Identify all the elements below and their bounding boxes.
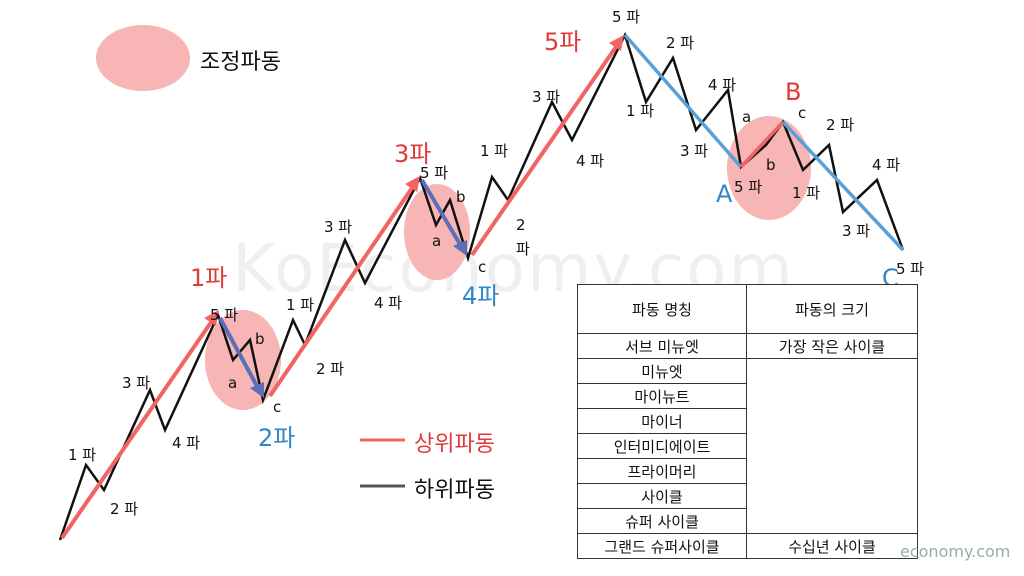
sub-label: 5 파 [210,306,239,324]
correction-arrow-2-head [250,382,264,398]
legend-correction-swatch [96,25,190,91]
table-cell-name: 사이클 [577,483,747,509]
table-row: 사이클 [577,483,918,509]
correction-arrow-2 [218,317,260,389]
sub-label: 2 [516,216,526,234]
sub-label: 5 파 [734,178,763,196]
table-cell-name: 프라이머리 [577,458,747,484]
table-header-row: 파동 명칭 파동의 크기 [577,284,918,334]
sub-label: c [273,398,282,416]
sub-label: 4 파 [374,294,403,312]
sub-label: 3 파 [842,222,871,240]
upper-wave-3-arrowhead [405,176,420,192]
sub-label: 4 파 [872,156,901,174]
sub-label: c [478,258,487,276]
table-cell-name: 마이뉴트 [577,383,747,409]
sub-label: 4 파 [172,434,201,452]
table-cell-name: 그랜드 슈퍼사이클 [577,533,747,559]
sub-label: 5 파 [420,164,449,182]
sub-label: 4 파 [708,76,737,94]
table-row: 프라이머리 [577,458,918,484]
abc-wave-C [781,120,905,252]
label-wave-5: 5파 [544,28,582,56]
table-header-cell: 파동의 크기 [746,284,918,334]
table-row: 마이뉴트 [577,383,918,409]
sub-label: 2 파 [316,360,345,378]
table-row: 마이너 [577,408,918,434]
sub-label: 2 파 [826,116,855,134]
sub-label: 2 파 [666,34,695,52]
sub-label: 1 파 [286,296,315,314]
sub-label: a [432,232,442,250]
table-cell-size: 가장 작은 사이클 [746,333,918,359]
table-row: 슈퍼 사이클 [577,508,918,534]
sub-label: 3 파 [122,374,151,392]
table-row: 서브 미뉴엣 가장 작은 사이클 [577,333,918,359]
legend-upper-label: 상위파동 [414,432,495,457]
sub-label: 3 파 [532,88,561,106]
table-header-cell: 파동 명칭 [577,284,747,334]
sub-label: 3 파 [680,142,709,160]
table-row: 미뉴엣 [577,358,918,534]
sub-label: 5 파 [612,8,641,26]
abc-wave-B [739,120,785,169]
sub-label: c [798,104,807,122]
label-wave-B: B [785,78,802,106]
label-wave-1: 1파 [190,264,228,292]
table-cell-name: 인터미디에이트 [577,433,747,459]
sub-label: a [228,374,238,392]
table-cell-size: 수십년 사이클 [746,533,918,559]
sub-label: b [456,188,466,206]
abc-wave-A [623,33,743,169]
sub-label: b [255,330,265,348]
label-wave-A: A [716,180,733,208]
sub-label: 1 파 [68,446,97,464]
wave-degree-table: 파동 명칭 파동의 크기 서브 미뉴엣 가장 작은 사이클 미뉴엣 마이뉴트 마… [577,284,918,559]
sub-label: 1 파 [626,102,655,120]
legend-correction-label: 조정파동 [200,50,281,75]
upper-wave-5-arrowhead [609,35,624,51]
table-cell-size-arrow [746,358,918,534]
sub-label: 4 파 [576,152,605,170]
table-cell-name: 마이너 [577,408,747,434]
correction-arrow-4-head [453,240,467,256]
table-cell-name: 미뉴엣 [577,358,747,384]
upper-wave-1-arrowhead [204,310,219,326]
sub-label: 파 [516,240,530,258]
sub-label: 1 파 [480,142,509,160]
upper-wave-1 [60,316,216,540]
upper-wave-5 [470,42,620,257]
sub-label: 3 파 [324,218,353,236]
correction-arrow-4 [420,178,463,248]
sub-label: 5 파 [896,260,925,278]
table-cell-name: 서브 미뉴엣 [577,333,747,359]
table-cell-name: 슈퍼 사이클 [577,508,747,534]
table-row: 그랜드 슈퍼사이클 수십년 사이클 [577,533,918,559]
upper-wave-3 [268,183,416,398]
label-wave-4: 4파 [462,282,500,310]
legend-lower-label: 하위파동 [414,478,495,503]
label-wave-2: 2파 [258,424,296,452]
label-wave-3: 3파 [394,140,432,168]
sub-label: 1 파 [792,184,821,202]
watermark-small: economy.com [900,542,1011,561]
sub-label: a [742,108,752,126]
sub-label: b [766,156,776,174]
sub-label: 2 파 [110,500,139,518]
